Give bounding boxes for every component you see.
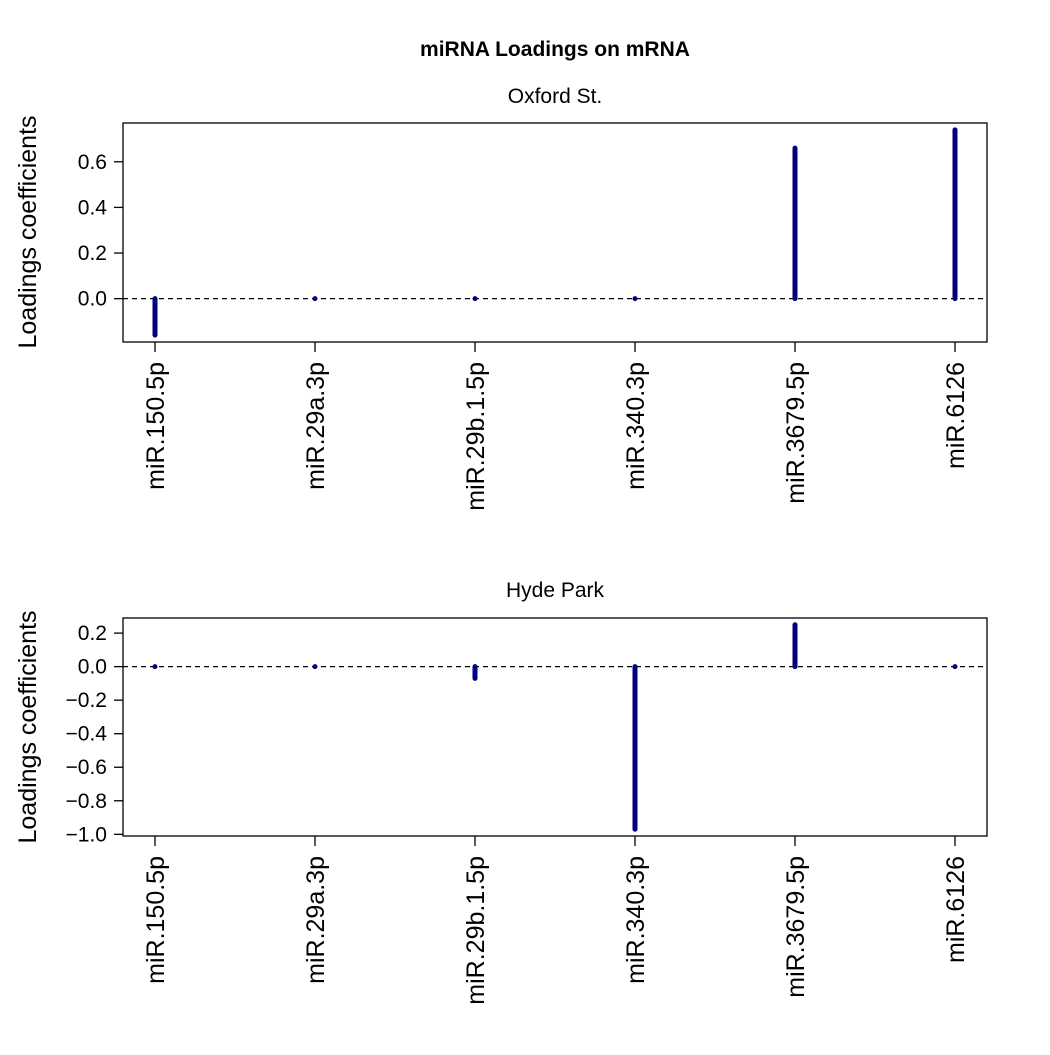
x-tick-label: miR.29b.1.5p: [462, 362, 490, 511]
y-tick-label: −0.2: [66, 689, 107, 712]
x-tick-label: miR.340.3p: [622, 362, 650, 490]
x-tick-label: miR.29b.1.5p: [462, 856, 490, 1005]
x-tick-label: miR.3679.5p: [782, 856, 810, 998]
y-tick-label: 0.2: [78, 622, 107, 645]
x-tick-label: miR.150.5p: [142, 856, 170, 984]
y-tick-label: −0.8: [66, 790, 107, 813]
y-tick-label: −0.4: [66, 723, 108, 746]
y-tick-label: 0.4: [78, 196, 108, 219]
panel-title: Oxford St.: [508, 85, 603, 108]
x-tick-label: miR.6126: [942, 856, 970, 963]
x-tick-label: miR.340.3p: [622, 856, 650, 984]
plot-frame: [122, 617, 988, 837]
plot-frame: [122, 122, 988, 343]
y-tick-label: −1.0: [66, 823, 107, 846]
y-tick-label: −0.6: [66, 756, 107, 779]
x-tick-label: miR.29a.3p: [302, 856, 330, 984]
x-tick-label: miR.3679.5p: [782, 362, 810, 504]
panel-title: Hyde Park: [506, 579, 605, 602]
y-axis-label: Loadings coefficients: [14, 115, 42, 348]
y-axis-label: Loadings coefficients: [14, 610, 42, 843]
panels: Oxford St. 0.0 0.2 0.4 0.6 Loadings coefficie…: [14, 85, 988, 1005]
x-tick-label: miR.150.5p: [142, 362, 170, 490]
panel-2: Hyde Park 0.2 0.0 −0.2 −0.4 −0.6 −0.8 −1.0 Loadi…: [14, 579, 988, 1005]
x-tick-label: miR.29a.3p: [302, 362, 330, 490]
y-tick-label: 0.6: [78, 151, 107, 174]
figure-title: miRNA Loadings on mRNA: [420, 38, 690, 61]
x-tick-label: miR.6126: [942, 362, 970, 469]
panel-1: Oxford St. 0.0 0.2 0.4 0.6 Loadings coefficie…: [14, 85, 988, 511]
y-tick-label: 0.0: [78, 656, 107, 679]
y-tick-label: 0.2: [78, 242, 107, 265]
y-tick-label: 0.0: [78, 288, 107, 311]
